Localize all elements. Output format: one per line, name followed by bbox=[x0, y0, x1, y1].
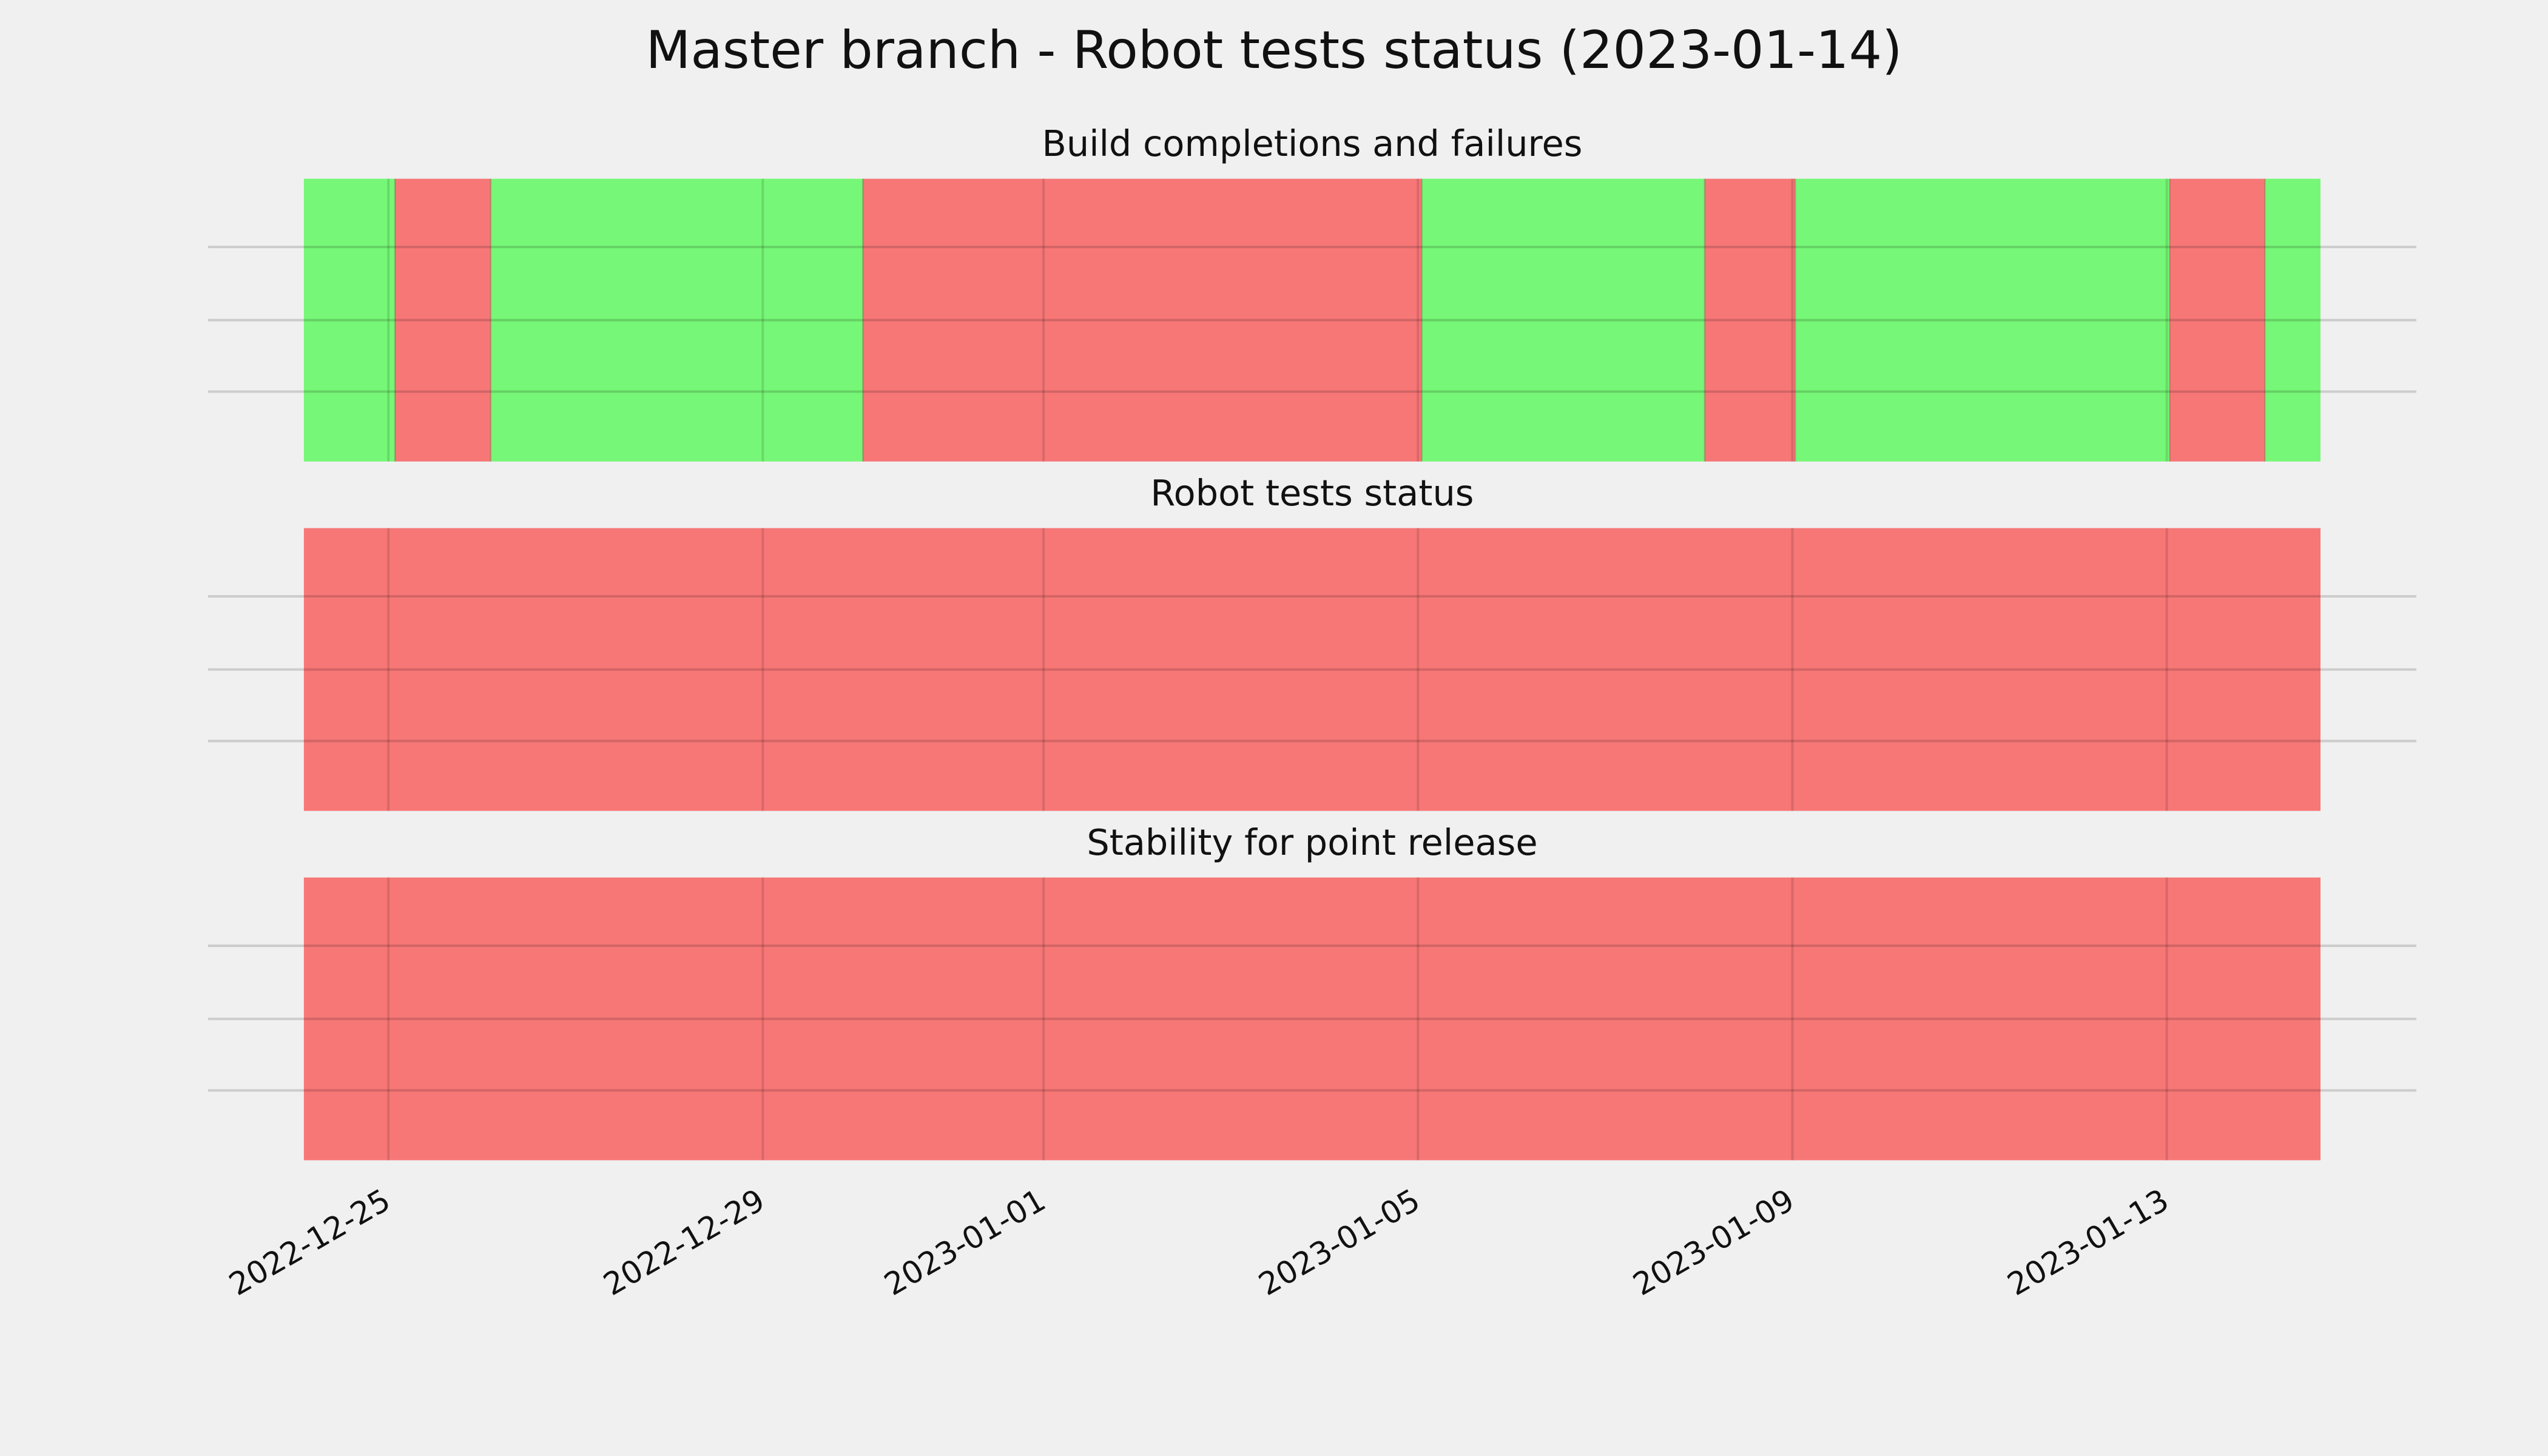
status-band bbox=[1795, 178, 2170, 462]
subplot-title: Stability for point release bbox=[1087, 821, 1537, 863]
status-band bbox=[303, 178, 395, 462]
chart-title: Master branch - Robot tests status (2023… bbox=[645, 20, 1902, 81]
subplot-title: Build completions and failures bbox=[1042, 123, 1582, 164]
status-band bbox=[2265, 178, 2320, 462]
status-band bbox=[2169, 178, 2265, 462]
status-band bbox=[303, 528, 2321, 811]
status-band bbox=[1704, 178, 1796, 462]
status-band bbox=[490, 178, 863, 462]
status-band bbox=[1421, 178, 1705, 462]
status-band bbox=[394, 178, 491, 462]
status-band bbox=[303, 877, 2321, 1161]
status-band bbox=[863, 178, 1422, 462]
subplot-title: Robot tests status bbox=[1150, 472, 1474, 514]
